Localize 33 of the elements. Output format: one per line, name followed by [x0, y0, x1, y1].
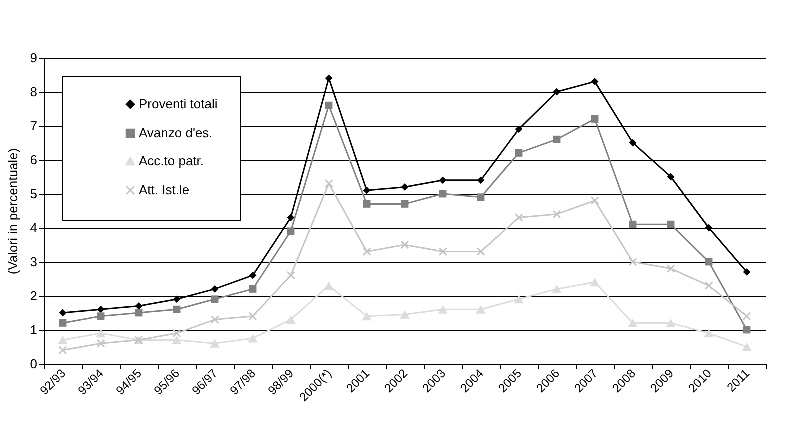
point: [248, 312, 258, 321]
point: [742, 312, 752, 321]
y-tick-label: 7: [30, 118, 38, 134]
point: [514, 214, 524, 222]
point: [58, 346, 68, 355]
point: [210, 316, 220, 324]
point: [324, 180, 334, 188]
point: [438, 248, 448, 256]
point: [362, 248, 372, 256]
point: [628, 258, 638, 266]
legend-label: Avanzo d'es.: [139, 126, 213, 140]
legend-label: Proventi totali: [139, 96, 218, 112]
point: [476, 248, 486, 256]
y-tick-label: 4: [30, 220, 38, 236]
point: [704, 282, 714, 290]
point: [400, 240, 410, 250]
y-axis-title: (Valori in percentuale): [5, 148, 20, 275]
point: [552, 210, 562, 219]
y-tick-label: 3: [30, 254, 38, 270]
y-tick-label: 5: [30, 186, 38, 202]
y-tick-label: 8: [30, 84, 38, 100]
legend-label: Att. Ist.le: [139, 182, 190, 198]
y-tick-label: 1: [30, 322, 38, 338]
y-tick-label: 0: [30, 356, 38, 372]
y-tick-label: 6: [30, 152, 38, 168]
point: [96, 339, 106, 348]
point: [590, 196, 600, 206]
y-tick-label: 9: [30, 50, 38, 66]
point: [286, 271, 296, 280]
point: [666, 264, 676, 274]
legend-label: Acc.to patr.: [139, 154, 204, 168]
point: [172, 329, 182, 338]
y-tick-label: 2: [30, 288, 38, 304]
